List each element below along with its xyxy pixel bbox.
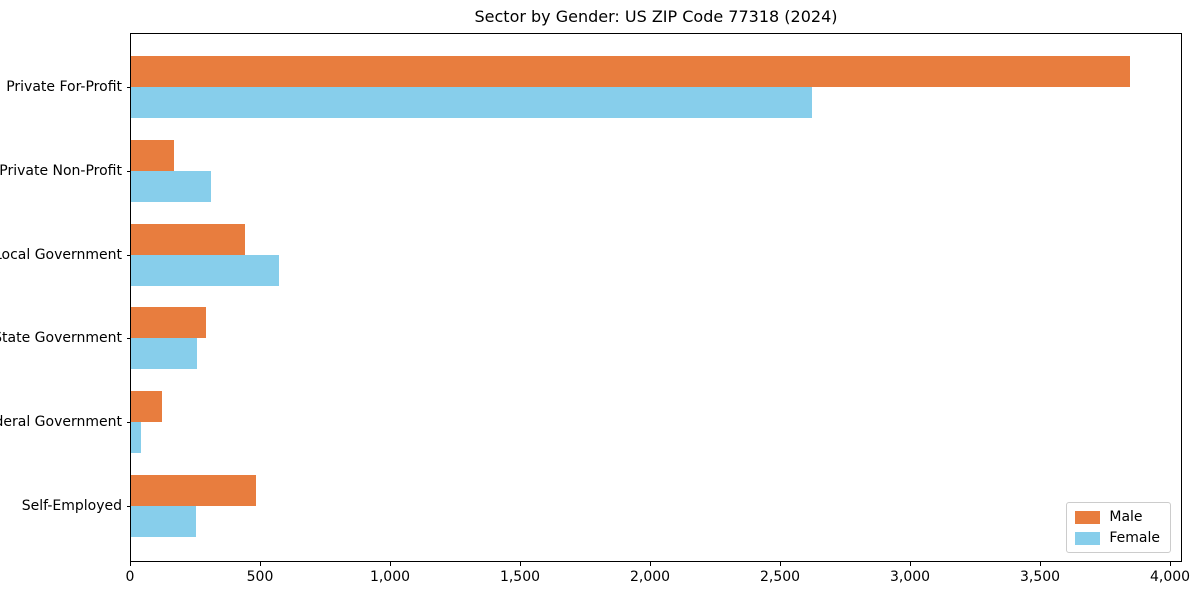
x-tick-label: 500	[246, 569, 274, 585]
y-tick-mark	[127, 338, 131, 340]
y-tick-label: Private Non-Profit	[0, 162, 122, 179]
bar-male-0	[131, 55, 1131, 87]
bar-male-5	[131, 475, 256, 507]
x-tick-mark	[910, 562, 912, 566]
x-tick-label: 2,500	[759, 569, 801, 585]
legend-label: Male	[1109, 509, 1143, 525]
x-tick-label: 4,000	[1149, 569, 1191, 585]
legend-item-male: Male	[1075, 509, 1160, 525]
bar-male-3	[131, 307, 207, 339]
chart-title: Sector by Gender: US ZIP Code 77318 (202…	[474, 7, 838, 26]
y-tick-label: Self-Employed	[21, 498, 122, 515]
bar-group: Local Government	[0, 213, 1181, 297]
y-tick-mark	[127, 506, 131, 508]
y-tick-mark	[127, 422, 131, 424]
legend-item-female: Female	[1075, 530, 1160, 546]
bar-female-1	[131, 170, 212, 202]
bar-male-4	[131, 391, 163, 423]
x-tick-label: 3,000	[889, 569, 931, 585]
x-tick-label: 1,500	[499, 569, 541, 585]
bar-male-2	[131, 223, 246, 255]
bar-group: Self-Employed	[22, 464, 1181, 548]
y-tick-label: Local Government	[0, 246, 122, 263]
y-tick-mark	[127, 170, 131, 172]
y-tick-mark	[127, 254, 131, 256]
y-tick-mark	[127, 86, 131, 88]
plot-area: Private For-Profit Private Non-Profit Loca…	[0, 33, 1182, 562]
bar-group: State Government	[0, 296, 1181, 380]
bar-female-0	[131, 86, 813, 118]
bar-group: Federal Government	[0, 380, 1181, 464]
x-axis: 0 500 1,000 1,500 2,000 2,500 3,000 3,500 4,000	[126, 562, 1190, 592]
bar-group: Private Non-Profit	[0, 129, 1181, 213]
y-tick-label: Federal Government	[0, 414, 122, 431]
x-tick-mark	[130, 562, 131, 566]
y-tick-label: State Government	[0, 330, 122, 347]
bar-female-5	[131, 506, 196, 538]
legend: Male Female	[1066, 502, 1171, 553]
x-tick-mark	[650, 562, 652, 566]
x-tick-label: 1,000	[369, 569, 411, 585]
x-tick-mark	[390, 562, 391, 566]
bar-female-3	[131, 338, 198, 370]
x-tick-label: 2,000	[629, 569, 671, 585]
legend-label: Female	[1109, 530, 1160, 546]
x-tick-mark	[1040, 562, 1042, 566]
legend-swatch-female	[1075, 531, 1101, 545]
x-tick-label: 0	[125, 569, 135, 585]
bar-groups-container: Private For-Profit Private Non-Profit Loca…	[0, 34, 1181, 561]
x-tick-mark	[260, 562, 261, 566]
x-tick-label: 3,500	[1019, 569, 1061, 585]
bar-male-1	[131, 139, 174, 171]
bar-female-4	[131, 422, 142, 454]
x-tick-mark	[520, 562, 521, 566]
bar-female-2	[131, 254, 279, 286]
bar-group: Private For-Profit	[6, 45, 1181, 129]
x-tick-mark	[1170, 562, 1172, 566]
y-tick-label: Private For-Profit	[6, 78, 122, 95]
x-tick-mark	[780, 562, 782, 566]
legend-swatch-male	[1075, 510, 1101, 524]
